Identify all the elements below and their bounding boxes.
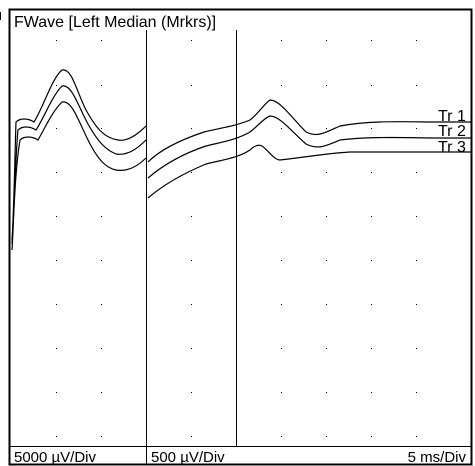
grid-dot	[416, 85, 417, 86]
trace-label-2: Tr 2	[438, 123, 466, 140]
grid-dot	[56, 260, 57, 261]
grid-dot	[101, 392, 102, 393]
grid-dot	[281, 172, 282, 173]
timebase-label: 5 ms/Div	[408, 449, 467, 466]
trace-1-left	[11, 69, 147, 241]
grid-dot	[371, 172, 372, 173]
grid-dot	[281, 348, 282, 349]
grid-dot	[416, 260, 417, 261]
grid-dot	[101, 128, 102, 129]
grid-dot	[371, 348, 372, 349]
grid-dot	[416, 40, 417, 41]
grid-dot	[191, 40, 192, 41]
grid-dot	[326, 348, 327, 349]
grid-dot	[371, 260, 372, 261]
grid-dot	[56, 128, 57, 129]
grid-dot	[281, 85, 282, 86]
grid-dot	[326, 436, 327, 437]
grid-dot	[371, 304, 372, 305]
grid-dot	[326, 260, 327, 261]
grid-dot	[101, 348, 102, 349]
grid-dot	[326, 40, 327, 41]
trace-2-left	[11, 85, 147, 251]
grid-dot	[416, 348, 417, 349]
grid-dot	[281, 128, 282, 129]
trace-label-1: Tr 1	[438, 108, 466, 125]
grid-dot	[191, 304, 192, 305]
grid-dot	[101, 304, 102, 305]
display-frame	[8, 8, 473, 466]
grid-dot	[56, 304, 57, 305]
grid-dot	[416, 392, 417, 393]
grid-dot	[326, 392, 327, 393]
grid-dot	[101, 40, 102, 41]
grid-dot	[56, 392, 57, 393]
grid-dot	[326, 128, 327, 129]
grid-dot	[416, 172, 417, 173]
grid-dot	[56, 348, 57, 349]
trace-1-right	[147, 99, 472, 163]
right-sensitivity-label: 500 µV/Div	[151, 449, 225, 466]
grid-dot	[416, 436, 417, 437]
grid-dot	[101, 436, 102, 437]
grid-dot	[191, 392, 192, 393]
trace-3-right	[147, 144, 472, 199]
grid-dot	[191, 216, 192, 217]
grid-dot	[416, 128, 417, 129]
grid-dot	[101, 216, 102, 217]
grid-dot	[326, 85, 327, 86]
grid-dot	[281, 436, 282, 437]
grid-dot	[326, 172, 327, 173]
grid-dot	[191, 85, 192, 86]
grid-dot	[326, 216, 327, 217]
grid-dot	[56, 85, 57, 86]
grid-dot	[56, 436, 57, 437]
grid-dot	[191, 436, 192, 437]
grid-dot	[191, 172, 192, 173]
grid-dot	[371, 40, 372, 41]
grid-dot	[371, 392, 372, 393]
grid-dot	[191, 348, 192, 349]
trace-2-right	[147, 115, 472, 179]
traces-right	[147, 99, 472, 199]
grid-dot	[281, 304, 282, 305]
grid-dot	[371, 128, 372, 129]
grid-dot	[281, 260, 282, 261]
traces-left	[11, 69, 147, 251]
trace-label-3: Tr 3	[438, 139, 466, 156]
grid-dot	[281, 216, 282, 217]
grid-dot	[281, 40, 282, 41]
grid-dot	[56, 172, 57, 173]
grid-dot	[56, 40, 57, 41]
grid-dot	[56, 216, 57, 217]
grid-dot	[101, 172, 102, 173]
grid-dot	[101, 85, 102, 86]
grid-dot	[281, 392, 282, 393]
trace-3-left	[11, 101, 147, 245]
grid-dot	[101, 260, 102, 261]
grid-dot	[416, 216, 417, 217]
left-sensitivity-label: 5000 µV/Div	[14, 449, 97, 466]
grid-dot	[191, 260, 192, 261]
grid-dots	[56, 40, 417, 437]
grid-dot	[371, 85, 372, 86]
grid-dot	[326, 304, 327, 305]
grid-dot	[371, 216, 372, 217]
grid-dot	[416, 304, 417, 305]
grid-dot	[371, 436, 372, 437]
grid-dot	[191, 128, 192, 129]
window-title: FWave [Left Median (Mrkrs)]	[14, 14, 216, 31]
